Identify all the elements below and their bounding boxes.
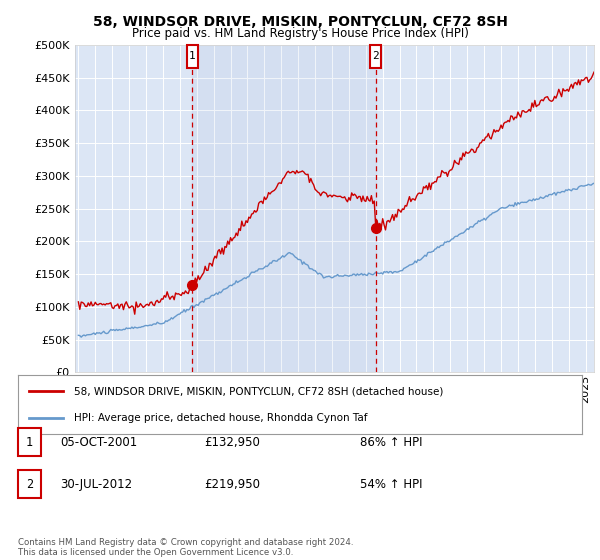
Text: Contains HM Land Registry data © Crown copyright and database right 2024.
This d: Contains HM Land Registry data © Crown c… (18, 538, 353, 557)
Bar (187, 45, 198, 68)
Text: 2: 2 (372, 52, 379, 61)
Text: 30-JUL-2012: 30-JUL-2012 (60, 478, 132, 491)
Text: 54% ↑ HPI: 54% ↑ HPI (360, 478, 422, 491)
Text: £219,950: £219,950 (204, 478, 260, 491)
Text: 1: 1 (189, 52, 196, 61)
Text: 86% ↑ HPI: 86% ↑ HPI (360, 436, 422, 449)
Text: 1: 1 (26, 436, 33, 449)
Text: 05-OCT-2001: 05-OCT-2001 (60, 436, 137, 449)
Text: 2: 2 (26, 478, 33, 491)
Text: Price paid vs. HM Land Registry's House Price Index (HPI): Price paid vs. HM Land Registry's House … (131, 27, 469, 40)
Bar (370, 45, 381, 68)
Text: £132,950: £132,950 (204, 436, 260, 449)
Text: 58, WINDSOR DRIVE, MISKIN, PONTYCLUN, CF72 8SH (detached house): 58, WINDSOR DRIVE, MISKIN, PONTYCLUN, CF… (74, 386, 444, 396)
Text: 58, WINDSOR DRIVE, MISKIN, PONTYCLUN, CF72 8SH: 58, WINDSOR DRIVE, MISKIN, PONTYCLUN, CF… (92, 15, 508, 29)
Bar (193, 45, 376, 372)
Text: HPI: Average price, detached house, Rhondda Cynon Taf: HPI: Average price, detached house, Rhon… (74, 413, 368, 423)
